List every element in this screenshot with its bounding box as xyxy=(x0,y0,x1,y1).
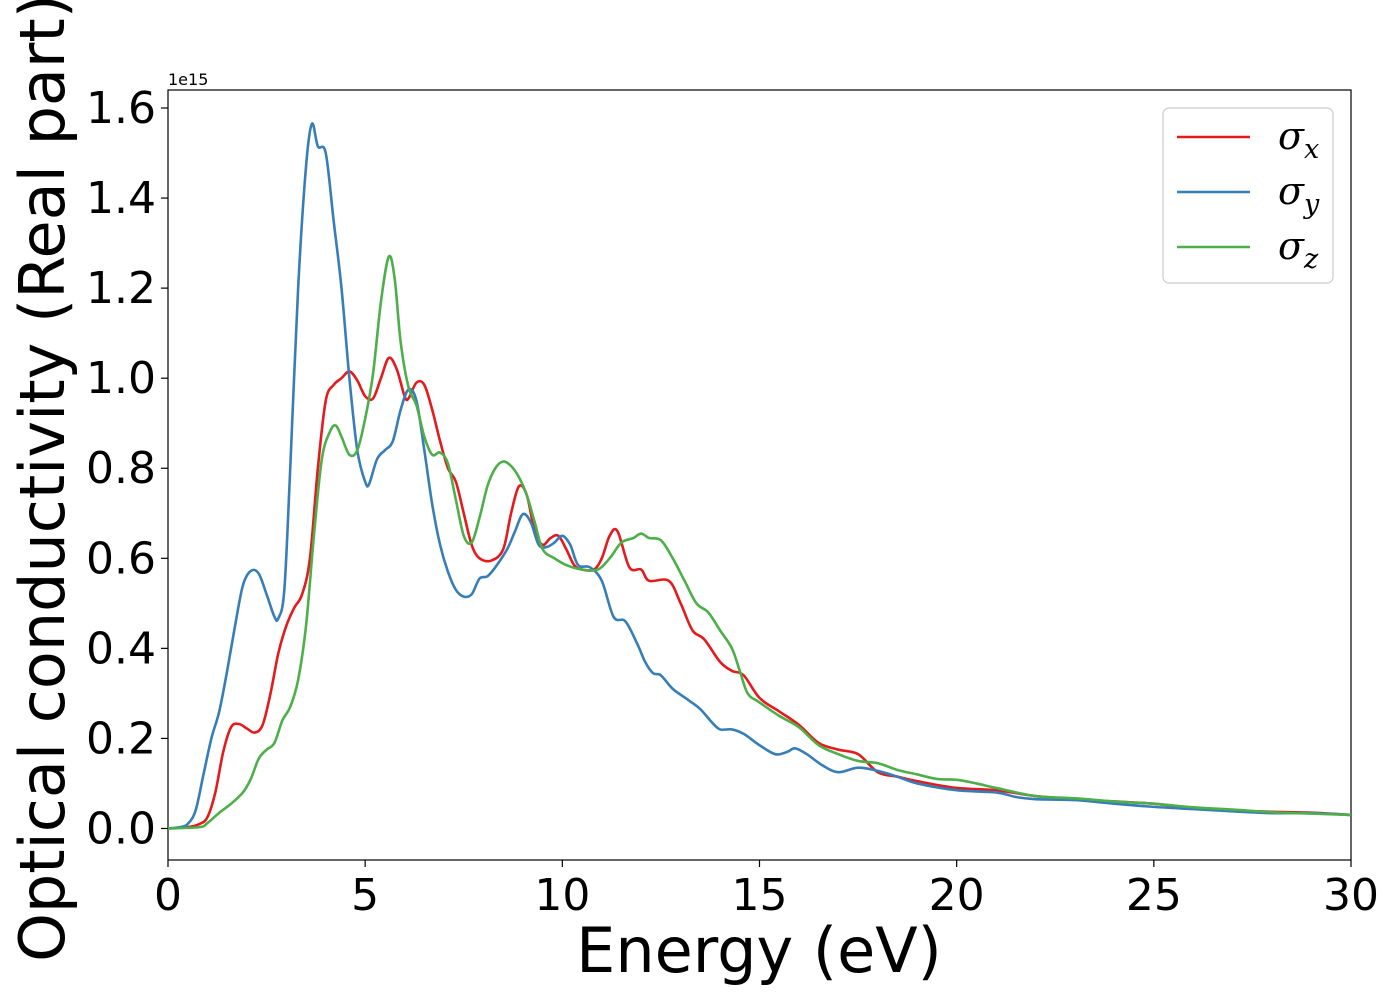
x-tick-label: 20 xyxy=(929,870,985,921)
y-tick-label: 0.0 xyxy=(86,803,156,854)
series-line-sigma-y xyxy=(168,122,1351,830)
y-tick-label: 0.2 xyxy=(86,713,156,764)
legend-box xyxy=(1162,107,1334,284)
y-tick-label: 1.0 xyxy=(86,353,156,404)
y-tick-label: 0.8 xyxy=(86,443,156,494)
x-tick-label: 15 xyxy=(732,870,788,921)
y-axis-label: Optical conductivity (Real part) xyxy=(6,0,79,962)
x-axis-label: Energy (eV) xyxy=(576,914,942,987)
y-tick-label: 1.6 xyxy=(86,83,156,134)
x-tick-label: 10 xyxy=(534,870,590,921)
series-layer xyxy=(168,122,1351,830)
x-tick-label: 5 xyxy=(351,870,379,921)
y-tick-label: 1.2 xyxy=(86,263,156,314)
y-axis-ticks: 0.0 0.2 0.4 0.6 0.8 1.0 1.2 1.4 1.6 xyxy=(86,83,168,854)
series-line-sigma-x xyxy=(168,356,1351,830)
x-tick-label: 0 xyxy=(154,870,182,921)
y-tick-label: 1.4 xyxy=(86,173,156,224)
plot-area xyxy=(167,89,1352,861)
series-line-sigma-z xyxy=(168,254,1351,830)
y-tick-label: 0.6 xyxy=(86,533,156,584)
y-tick-label: 0.4 xyxy=(86,623,156,674)
x-tick-label: 30 xyxy=(1323,870,1379,921)
y-offset-label: 1e15 xyxy=(168,70,208,89)
x-tick-label: 25 xyxy=(1126,870,1182,921)
x-axis-ticks: 0 5 10 15 20 25 30 xyxy=(154,860,1379,921)
